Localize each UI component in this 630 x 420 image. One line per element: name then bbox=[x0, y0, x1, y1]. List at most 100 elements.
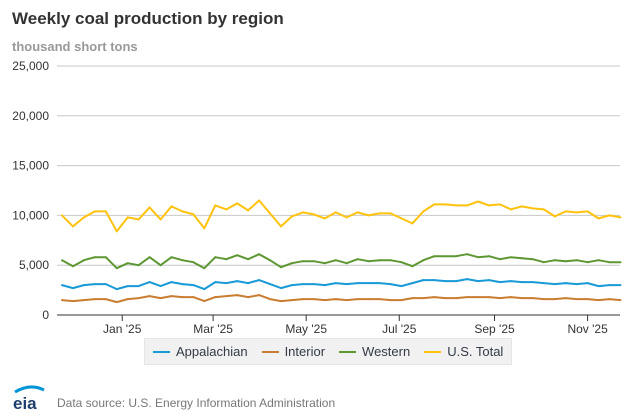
data-point bbox=[203, 267, 206, 270]
data-point bbox=[269, 259, 272, 262]
data-point bbox=[203, 288, 206, 291]
data-point bbox=[170, 281, 173, 284]
data-point bbox=[148, 256, 151, 259]
legend-item-us-total[interactable]: U.S. Total bbox=[424, 344, 503, 359]
data-point bbox=[542, 261, 545, 264]
data-point bbox=[148, 206, 151, 209]
data-point bbox=[433, 279, 436, 282]
data-point bbox=[389, 259, 392, 262]
data-point bbox=[214, 281, 217, 284]
data-point bbox=[542, 298, 545, 301]
data-point bbox=[586, 298, 589, 301]
data-point bbox=[455, 280, 458, 283]
data-point bbox=[378, 259, 381, 262]
data-point bbox=[334, 211, 337, 214]
data-point bbox=[269, 212, 272, 215]
data-point bbox=[93, 256, 96, 259]
series-line-u-s-total[interactable] bbox=[61, 199, 621, 233]
data-point bbox=[564, 297, 567, 300]
data-point bbox=[236, 294, 239, 297]
data-point bbox=[82, 299, 85, 302]
legend-swatch bbox=[153, 350, 170, 353]
series-lines bbox=[61, 199, 622, 304]
data-point bbox=[104, 283, 107, 286]
data-point bbox=[422, 279, 425, 282]
data-point bbox=[93, 283, 96, 286]
data-point bbox=[323, 299, 326, 302]
data-point bbox=[214, 204, 217, 207]
data-point bbox=[126, 285, 129, 288]
series-line-appalachian[interactable] bbox=[61, 278, 621, 291]
legend-item-western[interactable]: Western bbox=[339, 344, 410, 359]
data-point bbox=[586, 261, 589, 264]
legend-label: Appalachian bbox=[176, 344, 248, 359]
data-point bbox=[345, 216, 348, 219]
legend-swatch bbox=[424, 350, 442, 353]
data-point bbox=[82, 259, 85, 262]
y-tick-label: 5,000 bbox=[19, 258, 49, 272]
data-point bbox=[520, 257, 523, 260]
data-point bbox=[531, 207, 534, 210]
data-point bbox=[115, 301, 118, 304]
data-point bbox=[422, 259, 425, 262]
legend-item-interior[interactable]: Interior bbox=[261, 344, 326, 359]
data-point bbox=[444, 280, 447, 283]
y-tick-label: 15,000 bbox=[12, 159, 49, 173]
legend-item-appalachian[interactable]: Appalachian bbox=[153, 344, 248, 359]
data-point bbox=[444, 255, 447, 258]
data-point bbox=[203, 300, 206, 303]
data-point bbox=[192, 296, 195, 299]
data-point bbox=[367, 214, 370, 217]
legend: Appalachian Interior Western U.S. Total bbox=[144, 338, 513, 365]
y-tick-label: 20,000 bbox=[12, 109, 49, 123]
gridlines bbox=[57, 65, 620, 316]
data-point bbox=[345, 283, 348, 286]
data-point bbox=[466, 278, 469, 281]
data-point bbox=[542, 208, 545, 211]
x-tick-label: Jul '25 bbox=[382, 322, 417, 336]
data-point bbox=[564, 282, 567, 285]
data-point bbox=[619, 261, 622, 264]
data-point bbox=[400, 285, 403, 288]
data-point bbox=[159, 264, 162, 267]
data-point bbox=[115, 288, 118, 291]
series-line-western[interactable] bbox=[61, 253, 621, 270]
data-point bbox=[170, 256, 173, 259]
data-point bbox=[477, 296, 480, 299]
data-point bbox=[334, 282, 337, 285]
data-point bbox=[433, 296, 436, 299]
x-tick-label: Mar '25 bbox=[193, 322, 233, 336]
data-point bbox=[597, 299, 600, 302]
series-line-interior[interactable] bbox=[61, 294, 621, 304]
legend-label: Interior bbox=[284, 344, 326, 359]
data-point bbox=[509, 256, 512, 259]
data-point bbox=[345, 262, 348, 265]
data-point bbox=[433, 203, 436, 206]
data-point bbox=[269, 283, 272, 286]
data-point bbox=[619, 299, 622, 302]
data-point bbox=[608, 298, 611, 301]
data-point bbox=[455, 204, 458, 207]
data-point bbox=[192, 284, 195, 287]
data-point bbox=[597, 285, 600, 288]
data-point bbox=[488, 296, 491, 299]
data-point bbox=[411, 282, 414, 285]
data-point bbox=[312, 283, 315, 286]
data-point bbox=[301, 260, 304, 263]
data-point bbox=[367, 298, 370, 301]
data-point bbox=[356, 258, 359, 261]
data-point bbox=[214, 256, 217, 259]
data-point bbox=[181, 210, 184, 213]
data-point bbox=[466, 253, 469, 256]
data-point bbox=[520, 297, 523, 300]
data-point bbox=[367, 260, 370, 263]
data-point bbox=[575, 298, 578, 301]
data-point bbox=[126, 298, 129, 301]
eia-logo[interactable]: eia bbox=[12, 384, 48, 412]
data-point bbox=[608, 284, 611, 287]
data-point bbox=[93, 298, 96, 301]
data-point bbox=[280, 287, 282, 290]
data-point bbox=[290, 299, 293, 302]
data-point bbox=[290, 215, 293, 218]
data-point bbox=[619, 216, 622, 219]
